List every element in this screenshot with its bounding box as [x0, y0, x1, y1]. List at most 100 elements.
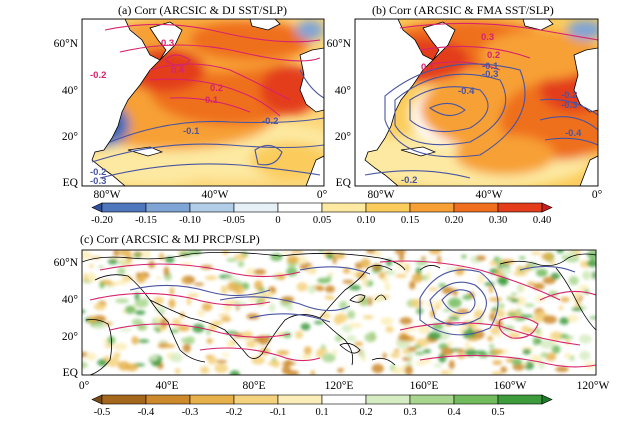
panel-c-title: (c) Corr (ARCSIC & MJ PRCP/SLP) — [80, 232, 260, 246]
contour-label: -0.3 — [561, 100, 577, 111]
colorbar-box — [145, 394, 191, 405]
contour-label: -0.2 — [90, 167, 106, 178]
contour-label: -0.3 — [90, 176, 106, 187]
colorbar-tick-label: -0.1 — [270, 407, 287, 418]
colorbar-tick-label: -0.4 — [138, 407, 155, 418]
contour-label: -0.2 — [561, 90, 577, 101]
svg-text:20°: 20° — [62, 331, 79, 343]
panel-b-y-ticks: 60°N 40° 20° EQ — [327, 38, 352, 189]
panel-b: (b) Corr (ARCSIC & FMA SST/SLP) — [327, 3, 603, 201]
svg-text:160°W: 160°W — [494, 380, 527, 392]
colorbar-tick-label: 0.3 — [403, 407, 416, 418]
colorbar-box — [277, 202, 323, 213]
contour-label: 0.4 — [171, 65, 185, 76]
contour-label: 0.3 — [481, 32, 494, 43]
svg-text:0°: 0° — [317, 189, 328, 201]
panel-c-frame — [81, 249, 597, 376]
svg-text:60°N: 60°N — [327, 38, 352, 50]
contour-label: -0.4 — [565, 128, 582, 139]
colorbar-tick-label: 0.5 — [491, 407, 504, 418]
panel-a-x-ticks: 80°W 40°W 0° — [94, 189, 328, 201]
svg-text:80°W: 80°W — [94, 189, 121, 201]
colorbar-prcp: -0.5 -0.4 -0.3 -0.2 -0.1 0.1 0.2 0.3 0.4 0.5 — [91, 394, 553, 418]
colorbar-tick-label: 0.10 — [357, 215, 375, 226]
colorbar-box — [497, 202, 543, 213]
panel-c: (c) Corr (ARCSIC & MJ PRCP/SLP) — [54, 232, 610, 392]
colorbar-box — [321, 202, 367, 213]
svg-text:EQ: EQ — [336, 177, 352, 189]
colorbar-tick-label: 0.15 — [401, 215, 419, 226]
colorbar-end-right — [541, 202, 553, 213]
svg-text:40°: 40° — [62, 294, 79, 306]
colorbar-box — [101, 394, 147, 405]
svg-text:0°: 0° — [592, 189, 603, 201]
colorbar-tick-label: 0 — [275, 215, 280, 226]
svg-text:160°E: 160°E — [410, 380, 439, 392]
panel-c-y-ticks: 60°N 40° 20° EQ — [54, 257, 79, 379]
contour-label: 0.2 — [210, 83, 223, 94]
contour-label: 0.2 — [487, 50, 500, 61]
panel-a-y-ticks: 60°N 40° 20° EQ — [54, 38, 79, 189]
svg-text:40°W: 40°W — [476, 189, 503, 201]
colorbar-box — [409, 202, 455, 213]
colorbar-box — [189, 202, 235, 213]
svg-text:40°W: 40°W — [202, 189, 229, 201]
svg-text:40°E: 40°E — [155, 380, 178, 392]
svg-text:120°E: 120°E — [325, 380, 354, 392]
colorbar-tick-label: 0.40 — [533, 215, 551, 226]
svg-text:80°W: 80°W — [368, 189, 395, 201]
contour-label: -0.1 — [482, 61, 499, 72]
colorbar-box — [233, 202, 279, 213]
contour-label: -0.2 — [401, 175, 417, 186]
panel-b-x-ticks: 80°W 40°W 0° — [368, 189, 603, 201]
colorbar-box — [497, 394, 543, 405]
colorbar-tick-label: 0.2 — [359, 407, 372, 418]
colorbar-end-right — [541, 394, 553, 405]
colorbar-box — [277, 394, 323, 405]
colorbar-box — [453, 394, 499, 405]
panel-a-frame — [81, 18, 325, 187]
colorbar-box — [365, 394, 411, 405]
colorbar-tick-label: 0.30 — [489, 215, 507, 226]
panel-c-x-ticks: 0° 40°E 80°E 120°E 160°E 160°W 120°W — [79, 380, 610, 392]
colorbar-tick-label: -0.20 — [91, 215, 113, 226]
colorbar-box — [453, 202, 499, 213]
svg-text:0°: 0° — [79, 380, 90, 392]
svg-text:60°N: 60°N — [54, 257, 79, 269]
colorbar-tick-label: -0.10 — [179, 215, 201, 226]
colorbar-tick-label: 0.05 — [313, 215, 331, 226]
colorbar-end-left — [91, 394, 103, 405]
colorbar-tick-label: -0.15 — [135, 215, 157, 226]
panel-b-map: 0.3 0.2 0.1 -0.1 -0.3 -0.4 -0.2 -0.3 -0.… — [355, 19, 598, 186]
colorbar-box — [233, 394, 279, 405]
panel-b-frame — [354, 18, 599, 187]
colorbar-box — [321, 394, 367, 405]
panel-a-map: 0.3 0.4 -0.2 0.2 0.1 -0.1 -0.2 -0.2 -0.3 — [82, 19, 324, 187]
contour-label: -0.3 — [482, 69, 498, 80]
colorbar-tick-label: -0.05 — [223, 215, 245, 226]
colorbar-tick-label: 0.4 — [447, 407, 461, 418]
colorbar-sst: -0.20 -0.15 -0.10 -0.05 0 0.05 0.10 0.15 0.20 0.3… — [91, 202, 553, 226]
colorbar-box — [365, 202, 411, 213]
contour-label: -0.2 — [262, 116, 278, 127]
colorbar-tick-label: -0.5 — [94, 407, 111, 418]
panel-a: (a) Corr (ARCSIC & DJ SST/SLP) — [54, 3, 328, 201]
contour-label: -0.4 — [458, 86, 475, 97]
colorbar-end-left — [91, 202, 103, 213]
colorbar-box — [145, 202, 191, 213]
contour-label: 0.3 — [161, 38, 174, 49]
svg-text:120°W: 120°W — [577, 380, 610, 392]
contour-label: -0.1 — [183, 126, 200, 137]
panel-b-title: (b) Corr (ARCSIC & FMA SST/SLP) — [372, 3, 554, 17]
colorbar-tick-label: 0.20 — [445, 215, 463, 226]
svg-text:80°E: 80°E — [242, 380, 265, 392]
svg-text:EQ: EQ — [63, 367, 79, 379]
svg-text:60°N: 60°N — [54, 38, 79, 50]
panel-a-title: (a) Corr (ARCSIC & DJ SST/SLP) — [118, 3, 287, 17]
contour-label: 0.1 — [205, 95, 219, 106]
contour-label: -0.2 — [90, 70, 106, 81]
colorbar-box — [189, 394, 235, 405]
colorbar-box — [101, 202, 147, 213]
svg-text:40°: 40° — [62, 85, 79, 97]
